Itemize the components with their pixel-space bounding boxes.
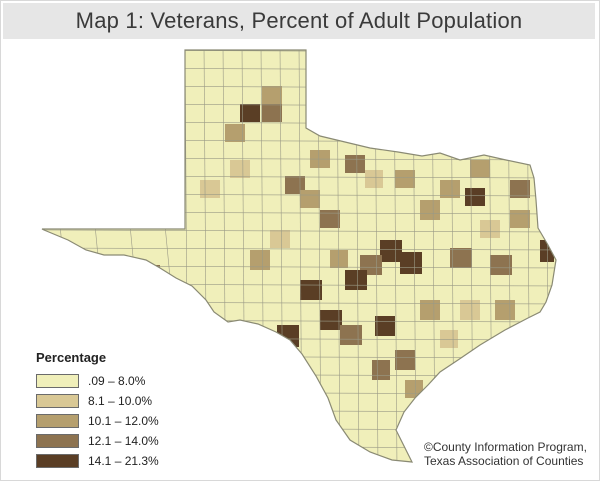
map-title: Map 1: Veterans, Percent of Adult Popula… [75, 8, 523, 33]
county-shape [200, 180, 220, 198]
credit-line: Texas Association of Counties [424, 454, 584, 468]
county-shape [380, 240, 402, 262]
county-shape [395, 170, 415, 188]
county-shape [160, 290, 190, 320]
county-shape [250, 250, 270, 270]
county-shape [440, 330, 458, 348]
county-shape [372, 360, 390, 380]
county-shape [277, 325, 299, 347]
county-shape [330, 250, 348, 268]
county-border [42, 229, 556, 233]
legend-label: 12.1 – 14.0% [88, 434, 159, 448]
legend-item: 14.1 – 21.3% [36, 451, 159, 471]
county-shape [400, 252, 422, 274]
county-shape [320, 210, 340, 228]
legend-title: Percentage [36, 350, 107, 365]
county-shape [440, 180, 460, 198]
county-shape [465, 188, 485, 206]
county-shape [510, 210, 530, 228]
county-shape [490, 255, 512, 275]
map-credit: ©County Information Program, Texas Assoc… [424, 440, 587, 468]
legend-item: 10.1 – 12.0% [36, 411, 159, 431]
county-shape [300, 280, 322, 300]
legend-swatch [36, 434, 79, 448]
county-shape [420, 200, 440, 220]
county-shape [510, 180, 530, 198]
county-shape [320, 310, 342, 330]
legend-swatch [36, 374, 79, 388]
county-shape [300, 190, 320, 208]
county-shape [345, 155, 365, 173]
credit-line: ©County Information Program, [424, 440, 587, 454]
county-shape [460, 300, 480, 320]
county-shape [240, 104, 260, 122]
legend-item: 8.1 – 10.0% [36, 391, 159, 411]
legend-swatch [36, 394, 79, 408]
county-shape [395, 350, 415, 370]
county-shape [450, 248, 472, 268]
county-shape [420, 300, 440, 320]
county-shape [262, 86, 282, 104]
legend-swatch [36, 414, 79, 428]
legend-swatch [36, 454, 79, 468]
county-shape [225, 124, 245, 142]
county-border [42, 247, 556, 251]
county-shape [340, 325, 362, 345]
legend-label: .09 – 8.0% [88, 374, 146, 388]
county-shape [375, 316, 395, 336]
county-shape [405, 380, 423, 398]
legend-label: 14.1 – 21.3% [88, 454, 159, 468]
county-shape [120, 265, 160, 285]
county-shape [470, 160, 490, 178]
title-bar: Map 1: Veterans, Percent of Adult Popula… [3, 3, 595, 39]
legend-item: .09 – 8.0% [36, 371, 159, 391]
legend: Percentage .09 – 8.0% 8.1 – 10.0% 10.1 –… [36, 350, 159, 471]
county-shape [495, 300, 515, 320]
county-shape [270, 230, 290, 248]
legend-label: 8.1 – 10.0% [88, 394, 153, 408]
county-shape [230, 160, 250, 178]
county-shape [262, 104, 282, 122]
legend-label: 10.1 – 12.0% [88, 414, 159, 428]
legend-item: 12.1 – 14.0% [36, 431, 159, 451]
county-shape [345, 270, 367, 290]
county-shape [365, 170, 383, 188]
